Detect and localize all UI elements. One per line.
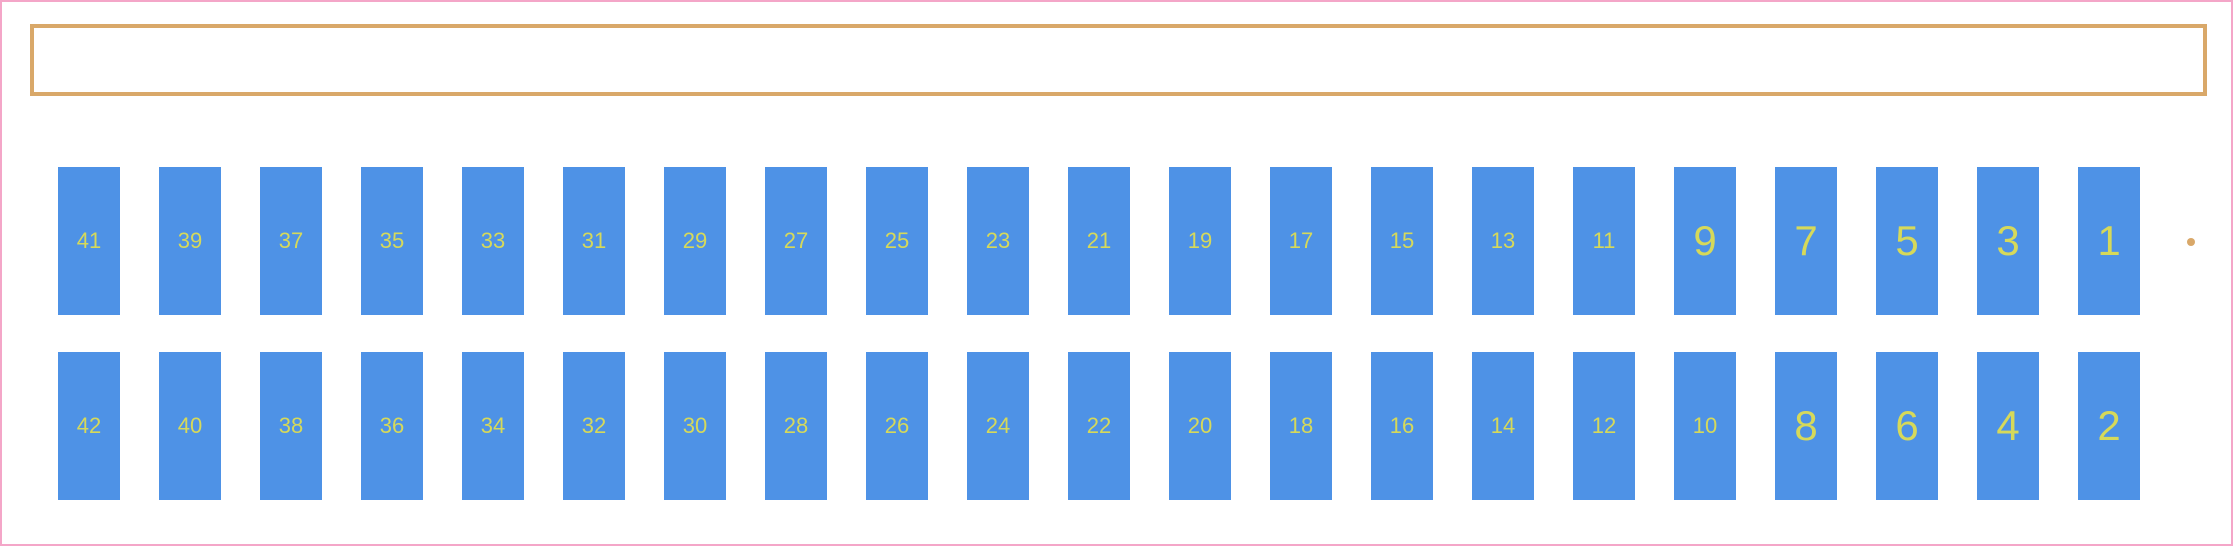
- pad-label: 18: [1289, 413, 1313, 439]
- pad-6: 6: [1876, 352, 1938, 500]
- pad-35: 35: [361, 167, 423, 315]
- pad-label: 6: [1895, 402, 1918, 450]
- pad-41: 41: [58, 167, 120, 315]
- pad-24: 24: [967, 352, 1029, 500]
- pad-label: 34: [481, 413, 505, 439]
- pad-29: 29: [664, 167, 726, 315]
- pad-8: 8: [1775, 352, 1837, 500]
- pad-label: 39: [178, 228, 202, 254]
- pcb-footprint-outline: 4139373533312927252321191715131197531424…: [0, 0, 2233, 546]
- pad-40: 40: [159, 352, 221, 500]
- pad-22: 22: [1068, 352, 1130, 500]
- pad-2: 2: [2078, 352, 2140, 500]
- pad-23: 23: [967, 167, 1029, 315]
- pad-label: 36: [380, 413, 404, 439]
- pad-label: 22: [1087, 413, 1111, 439]
- pad-20: 20: [1169, 352, 1231, 500]
- pad-label: 8: [1794, 402, 1817, 450]
- pad-42: 42: [58, 352, 120, 500]
- pad-label: 32: [582, 413, 606, 439]
- pad-label: 40: [178, 413, 202, 439]
- pad-21: 21: [1068, 167, 1130, 315]
- pad-4: 4: [1977, 352, 2039, 500]
- pad-label: 19: [1188, 228, 1212, 254]
- pad-label: 14: [1491, 413, 1515, 439]
- pad-14: 14: [1472, 352, 1534, 500]
- pad-38: 38: [260, 352, 322, 500]
- pad-28: 28: [765, 352, 827, 500]
- pad-19: 19: [1169, 167, 1231, 315]
- pad-11: 11: [1573, 167, 1635, 315]
- pad-7: 7: [1775, 167, 1837, 315]
- pad-label: 27: [784, 228, 808, 254]
- pad-34: 34: [462, 352, 524, 500]
- pad-label: 20: [1188, 413, 1212, 439]
- pad-label: 15: [1390, 228, 1414, 254]
- pad-1: 1: [2078, 167, 2140, 315]
- pad-27: 27: [765, 167, 827, 315]
- pad-label: 41: [77, 228, 101, 254]
- pad-label: 5: [1895, 217, 1918, 265]
- pad-label: 33: [481, 228, 505, 254]
- pad-label: 3: [1996, 217, 2019, 265]
- pad-30: 30: [664, 352, 726, 500]
- pin1-indicator-dot: [2187, 238, 2195, 246]
- pad-label: 28: [784, 413, 808, 439]
- pad-label: 30: [683, 413, 707, 439]
- pad-32: 32: [563, 352, 625, 500]
- pad-label: 13: [1491, 228, 1515, 254]
- pad-36: 36: [361, 352, 423, 500]
- pad-label: 21: [1087, 228, 1111, 254]
- pad-label: 10: [1693, 413, 1717, 439]
- pad-label: 38: [279, 413, 303, 439]
- pad-label: 29: [683, 228, 707, 254]
- pad-33: 33: [462, 167, 524, 315]
- pad-label: 25: [885, 228, 909, 254]
- pad-label: 4: [1996, 402, 2019, 450]
- pad-label: 9: [1693, 217, 1716, 265]
- pad-label: 2: [2097, 402, 2120, 450]
- pad-label: 7: [1794, 217, 1817, 265]
- connector-body-outline: [30, 24, 2207, 96]
- pad-label: 12: [1592, 413, 1616, 439]
- pad-25: 25: [866, 167, 928, 315]
- pad-label: 35: [380, 228, 404, 254]
- pad-26: 26: [866, 352, 928, 500]
- pad-10: 10: [1674, 352, 1736, 500]
- pad-39: 39: [159, 167, 221, 315]
- pad-label: 11: [1593, 228, 1616, 254]
- pad-label: 24: [986, 413, 1010, 439]
- pad-15: 15: [1371, 167, 1433, 315]
- pad-18: 18: [1270, 352, 1332, 500]
- pad-label: 17: [1289, 228, 1313, 254]
- pad-label: 42: [77, 413, 101, 439]
- pad-17: 17: [1270, 167, 1332, 315]
- pad-3: 3: [1977, 167, 2039, 315]
- pad-13: 13: [1472, 167, 1534, 315]
- pad-5: 5: [1876, 167, 1938, 315]
- pad-31: 31: [563, 167, 625, 315]
- pad-12: 12: [1573, 352, 1635, 500]
- pad-label: 37: [279, 228, 303, 254]
- pad-label: 23: [986, 228, 1010, 254]
- pad-label: 16: [1390, 413, 1414, 439]
- pad-16: 16: [1371, 352, 1433, 500]
- pad-37: 37: [260, 167, 322, 315]
- pad-label: 31: [582, 228, 606, 254]
- pad-label: 1: [2097, 217, 2120, 265]
- pad-label: 26: [885, 413, 909, 439]
- pad-9: 9: [1674, 167, 1736, 315]
